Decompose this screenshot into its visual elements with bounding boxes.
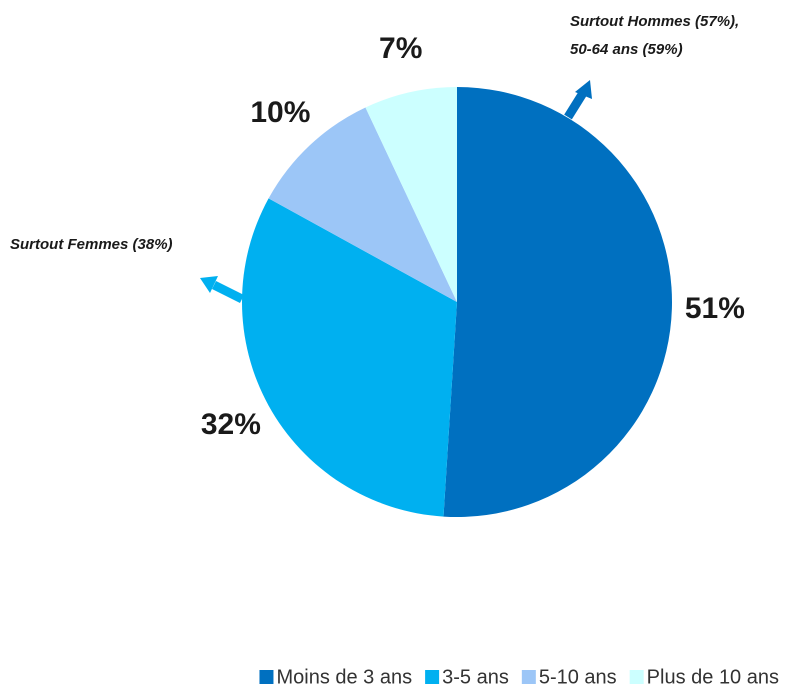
legend-swatch [521,670,536,684]
legend-label: 5-10 ans [539,666,617,688]
legend-swatch [629,670,644,684]
value-label: 51% [685,292,745,325]
annotation: Surtout Hommes (57%), [570,13,739,30]
value-label: 10% [250,96,310,129]
pie-slice [241,198,457,517]
value-label: 32% [201,408,261,441]
legend-swatch [425,670,440,684]
pie-slice [443,87,673,517]
legend-label: 3-5 ans [442,666,509,688]
annotation-arrow [564,80,592,120]
pie-slice [365,87,457,302]
value-label: 7% [379,32,422,65]
legend-swatch [259,670,274,684]
legend-label: Plus de 10 ans [647,666,779,688]
pie-slice [268,107,457,302]
annotation: 50-64 ans (59%) [570,41,683,58]
legend-label: Moins de 3 ans [276,666,412,688]
annotation-arrow [200,276,245,304]
annotation: Surtout Femmes (38%) [10,236,173,253]
